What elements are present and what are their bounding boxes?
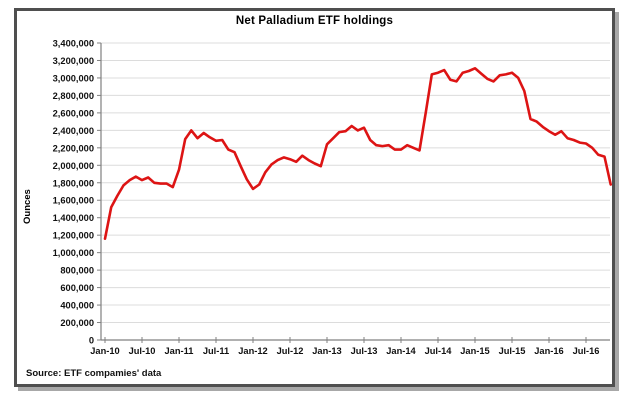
x-tick-label: Jul-15 [499,346,526,356]
y-tick-label: 3,200,000 [53,56,94,66]
y-tick-label: 2,600,000 [53,108,94,118]
y-tick-label: 0 [89,336,94,346]
y-tick-label: 3,000,000 [53,73,94,83]
x-tick-label: Jul-12 [277,346,304,356]
y-tick-label: 1,400,000 [53,213,94,223]
y-tick-label: 2,200,000 [53,143,94,153]
x-tick-label: Jul-16 [573,346,600,356]
x-tick-label: Jul-11 [203,346,229,356]
chart-title: Net Palladium ETF holdings [235,15,394,27]
y-tick-label: 1,200,000 [53,231,94,241]
y-tick-label: 2,800,000 [53,91,94,101]
line-chart-svg: 3,400,000 3,200,000 3,000,000 2,800,000 2,60… [53,39,612,356]
x-tick-label: Jul-13 [351,346,378,356]
y-tick-label: 200,000 [60,318,94,328]
x-tick-label: Jan-11 [165,346,194,356]
y-axis-title: Ounces [22,189,33,224]
x-tick-label: Jan-10 [90,346,119,356]
y-tick-label: 1,800,000 [53,178,94,188]
y-tick-label: 1,000,000 [53,248,94,258]
chart-frame: Net Palladium ETF holdings 3,400,000 3,20… [14,8,615,387]
x-tick-label: Jan-16 [534,346,563,356]
source-note: Source: ETF compamies' data [26,368,162,379]
y-tick-label: 800,000 [60,266,94,276]
y-tick-label: 600,000 [60,283,94,293]
y-tick-label: 1,600,000 [53,196,94,206]
y-tick-label: 2,400,000 [53,126,94,136]
y-tick-label: 400,000 [60,301,94,311]
x-tick-label: Jan-13 [312,346,341,356]
x-tick-label: Jul-10 [129,346,156,356]
y-tick-label: 2,000,000 [53,161,94,171]
x-tick-label: Jan-12 [238,346,267,356]
x-tick-label: Jan-15 [460,346,489,356]
data-series-line [103,66,612,240]
x-tick-label: Jul-14 [425,346,453,356]
y-tick-label: 3,400,000 [53,39,94,49]
x-tick-label: Jan-14 [386,346,416,356]
